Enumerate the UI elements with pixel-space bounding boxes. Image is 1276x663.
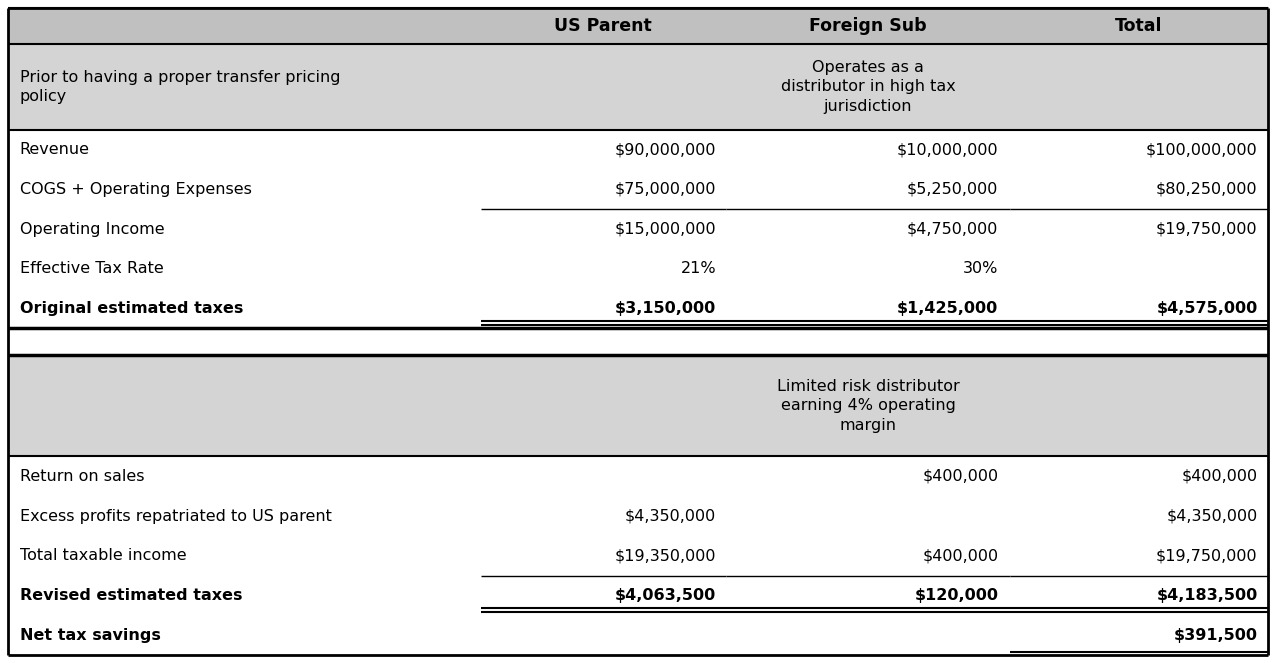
Text: $1,425,000: $1,425,000 <box>897 301 998 316</box>
Text: Prior to having a proper transfer pricing
policy: Prior to having a proper transfer pricin… <box>20 70 341 104</box>
Text: $19,350,000: $19,350,000 <box>615 548 716 564</box>
Text: $4,350,000: $4,350,000 <box>1166 509 1258 524</box>
Bar <box>8 210 1268 249</box>
Bar <box>8 130 1268 170</box>
Bar <box>8 44 1268 130</box>
Text: US Parent: US Parent <box>555 17 652 35</box>
Bar <box>8 536 1268 575</box>
Bar <box>8 249 1268 288</box>
Text: $4,063,500: $4,063,500 <box>615 588 716 603</box>
Text: Effective Tax Rate: Effective Tax Rate <box>20 261 163 276</box>
Bar <box>8 328 1268 355</box>
Text: $90,000,000: $90,000,000 <box>615 142 716 157</box>
Bar <box>8 615 1268 655</box>
Text: Total: Total <box>1115 17 1162 35</box>
Text: Operates as a
distributor in high tax
jurisdiction: Operates as a distributor in high tax ju… <box>781 60 956 114</box>
Text: $5,250,000: $5,250,000 <box>907 182 998 197</box>
Bar <box>8 170 1268 210</box>
Text: $100,000,000: $100,000,000 <box>1146 142 1258 157</box>
Bar <box>8 355 1268 457</box>
Text: COGS + Operating Expenses: COGS + Operating Expenses <box>20 182 251 197</box>
Text: $120,000: $120,000 <box>915 588 998 603</box>
Text: Limited risk distributor
earning 4% operating
margin: Limited risk distributor earning 4% oper… <box>777 379 960 433</box>
Text: $19,750,000: $19,750,000 <box>1156 221 1258 237</box>
Text: $391,500: $391,500 <box>1174 628 1258 642</box>
Text: Original estimated taxes: Original estimated taxes <box>20 301 244 316</box>
Text: $4,183,500: $4,183,500 <box>1156 588 1258 603</box>
Text: Return on sales: Return on sales <box>20 469 144 484</box>
Text: 21%: 21% <box>681 261 716 276</box>
Text: $10,000,000: $10,000,000 <box>897 142 998 157</box>
Text: 30%: 30% <box>963 261 998 276</box>
Text: $3,150,000: $3,150,000 <box>615 301 716 316</box>
Bar <box>8 288 1268 328</box>
Bar <box>8 8 1268 44</box>
Text: $400,000: $400,000 <box>923 469 998 484</box>
Text: Net tax savings: Net tax savings <box>20 628 161 642</box>
Text: $400,000: $400,000 <box>1182 469 1258 484</box>
Text: $4,575,000: $4,575,000 <box>1156 301 1258 316</box>
Text: $4,750,000: $4,750,000 <box>907 221 998 237</box>
Bar <box>8 457 1268 496</box>
Text: Revenue: Revenue <box>20 142 89 157</box>
Text: Total taxable income: Total taxable income <box>20 548 186 564</box>
Text: $80,250,000: $80,250,000 <box>1156 182 1258 197</box>
Text: Revised estimated taxes: Revised estimated taxes <box>20 588 242 603</box>
Bar <box>8 575 1268 615</box>
Text: Excess profits repatriated to US parent: Excess profits repatriated to US parent <box>20 509 332 524</box>
Text: $4,350,000: $4,350,000 <box>625 509 716 524</box>
Text: $15,000,000: $15,000,000 <box>615 221 716 237</box>
Text: $19,750,000: $19,750,000 <box>1156 548 1258 564</box>
Text: Foreign Sub: Foreign Sub <box>809 17 926 35</box>
Text: $400,000: $400,000 <box>923 548 998 564</box>
Bar <box>8 496 1268 536</box>
Text: $75,000,000: $75,000,000 <box>615 182 716 197</box>
Text: Operating Income: Operating Income <box>20 221 165 237</box>
